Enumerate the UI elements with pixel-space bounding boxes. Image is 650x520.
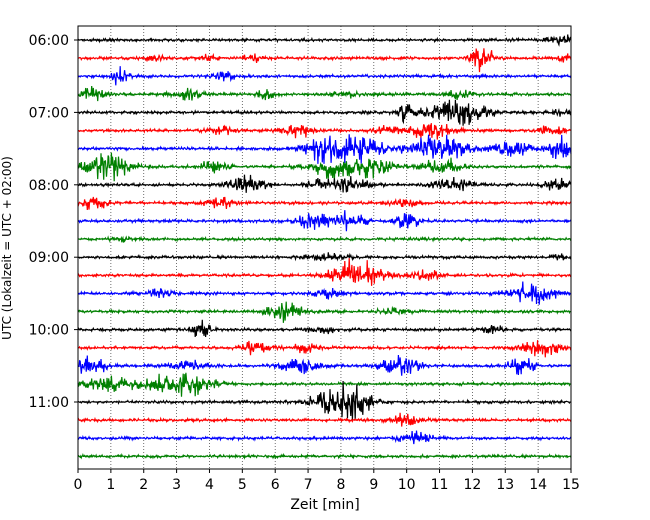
seismogram-trace-1000 — [77, 319, 572, 338]
seismogram-trace-1130 — [77, 430, 572, 445]
y-tick-label: 11:00 — [29, 395, 69, 411]
x-tick-label: 12 — [463, 477, 481, 493]
y-tick-label: 08:00 — [29, 178, 69, 194]
x-tick-label: 7 — [304, 477, 313, 493]
x-axis-label: Zeit [min] — [290, 497, 359, 513]
seismogram-trace-0745 — [77, 152, 572, 182]
grid-lines — [110, 26, 539, 469]
seismogram-trace-1145 — [77, 452, 572, 460]
seismogram-trace-0945 — [77, 301, 572, 323]
y-axis-ticks: 06:00 07:00 08:00 09:00 10:00 11:00 — [29, 33, 78, 411]
plot-frame — [77, 25, 572, 470]
x-tick-label: 3 — [172, 477, 181, 493]
x-tick-label: 1 — [106, 477, 115, 493]
seismogram-trace-0630 — [77, 66, 572, 86]
seismogram-trace-0830 — [77, 210, 572, 232]
y-tick-label: 07:00 — [29, 105, 69, 121]
seismogram-trace-1045 — [77, 372, 572, 397]
x-tick-label: 5 — [238, 477, 247, 493]
seismogram-trace-1100 — [77, 380, 571, 421]
x-tick-label: 6 — [271, 477, 280, 493]
seismogram-trace-0715 — [77, 123, 572, 140]
y-tick-label: 09:00 — [29, 250, 69, 266]
seismogram-trace-1115 — [77, 412, 572, 427]
y-axis-label: UTC (Lokalzeit = UTC + 02:00) — [0, 156, 14, 340]
seismogram-trace-0645 — [77, 86, 572, 102]
seismogram-trace-0845 — [78, 235, 572, 243]
x-tick-label: 4 — [205, 477, 214, 493]
x-tick-label: 14 — [529, 477, 547, 493]
x-tick-label: 13 — [496, 477, 514, 493]
seismogram-trace-0615 — [77, 48, 572, 73]
seismogram-trace-0915 — [77, 258, 572, 286]
x-tick-label: 9 — [369, 477, 378, 493]
x-tick-label: 10 — [398, 477, 416, 493]
seismogram-trace-0700 — [77, 99, 572, 126]
x-tick-label: 2 — [139, 477, 148, 493]
seismogram-trace-0930 — [77, 281, 572, 305]
seismogram-trace-0900 — [77, 252, 572, 262]
y-tick-label: 06:00 — [29, 33, 69, 49]
seismogram-trace-0815 — [77, 196, 572, 210]
x-tick-label: 0 — [74, 477, 83, 493]
seismogram-trace-0730 — [77, 134, 572, 164]
seismogram-trace-0800 — [77, 174, 572, 193]
seismogram-traces — [77, 34, 572, 460]
x-axis-ticks: 0 1 2 3 4 5 6 7 8 9 10 11 12 13 14 15 — [74, 469, 580, 493]
x-tick-label: 15 — [562, 477, 580, 493]
seismogram-trace-1015 — [77, 340, 572, 358]
seismogram-trace-1030 — [77, 354, 572, 376]
x-tick-label: 8 — [336, 477, 345, 493]
seismogram-trace-0600 — [77, 34, 572, 47]
x-tick-label: 11 — [431, 477, 449, 493]
y-tick-label: 10:00 — [29, 323, 69, 339]
